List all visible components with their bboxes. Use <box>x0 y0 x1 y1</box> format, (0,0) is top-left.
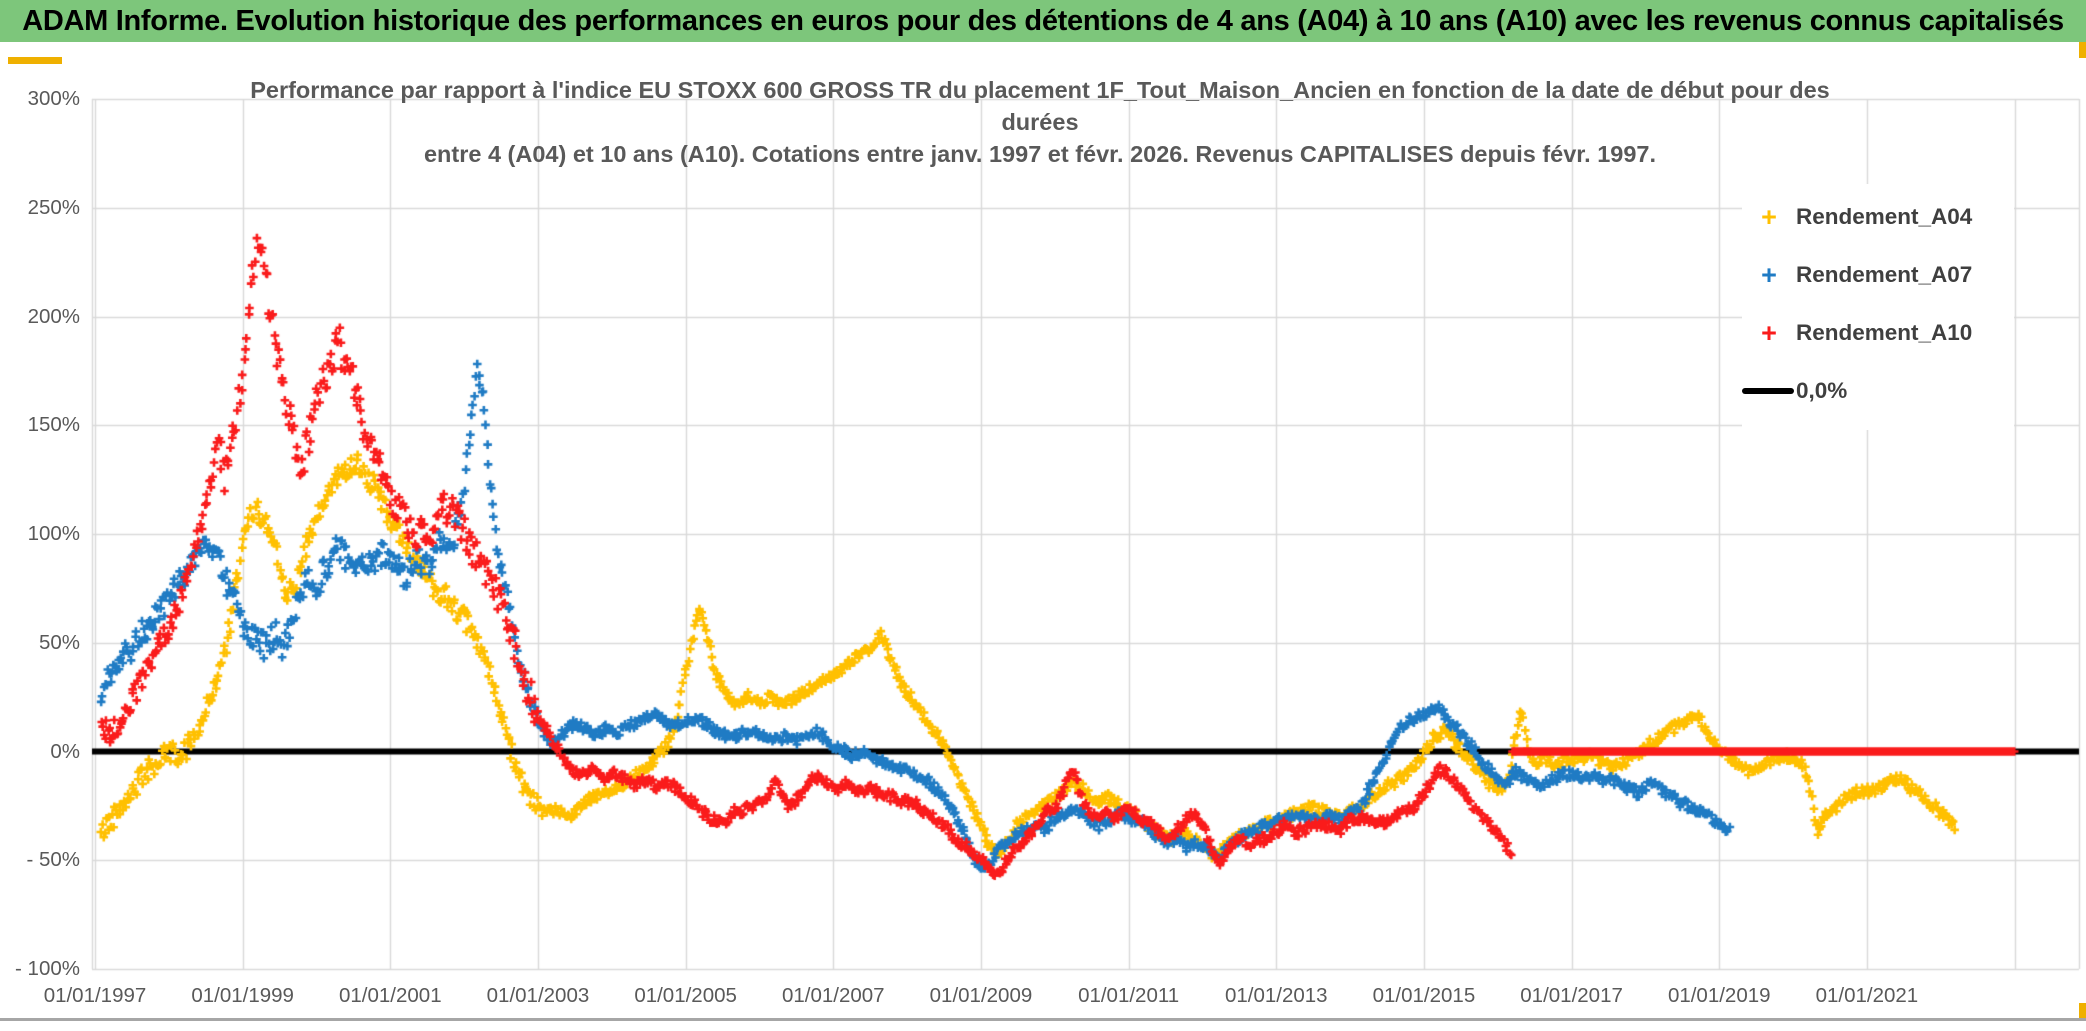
y-tick-label: 0% <box>50 739 80 763</box>
x-tick-label: 01/01/2021 <box>1815 984 1919 1007</box>
legend-label: Rendement_A04 <box>1796 204 1973 229</box>
bottom-rule <box>0 1018 2086 1021</box>
x-tick-label: 01/01/2017 <box>1520 984 1623 1007</box>
plus-marker-icon: + <box>1761 317 1777 348</box>
x-tick-label: 01/01/1999 <box>191 984 294 1007</box>
baseline-line-icon <box>1742 388 1794 394</box>
legend-item-baseline: 0,0% <box>1742 362 2014 420</box>
x-tick-label: 01/01/2003 <box>486 984 590 1007</box>
x-tick-label: 01/01/2001 <box>339 984 442 1007</box>
x-tick-label: 01/01/2019 <box>1667 984 1771 1007</box>
y-tick-label: 50% <box>38 630 80 654</box>
y-tick-label: 200% <box>27 304 80 328</box>
x-tick-label: 01/01/2007 <box>781 984 885 1007</box>
plus-marker-icon: + <box>1761 201 1777 232</box>
legend-item-a04: + Rendement_A04 <box>1742 188 2014 246</box>
y-tick-label: 100% <box>27 522 80 545</box>
chart-title-line-2: durées <box>1001 109 1079 135</box>
legend-label: Rendement_A07 <box>1796 262 1973 287</box>
x-tick-label: 01/01/2005 <box>634 984 737 1007</box>
chart-title: Performance par rapport à l'indice EU ST… <box>150 74 1930 170</box>
x-tick-label: 01/01/2013 <box>1224 984 1328 1007</box>
legend-label: 0,0% <box>1796 378 1848 403</box>
x-tick-label: 01/01/2015 <box>1372 984 1476 1007</box>
y-tick-label: - 100% <box>15 957 80 980</box>
plus-marker-icon: + <box>1761 259 1777 290</box>
legend-item-a10: + Rendement_A10 <box>1742 304 2014 362</box>
y-tick-label: - 50% <box>26 848 80 872</box>
x-tick-label: 01/01/2011 <box>1078 984 1180 1007</box>
legend: + Rendement_A04 + Rendement_A07 + Rendem… <box>1742 184 2014 430</box>
chart-title-line-3: entre 4 (A04) et 10 ans (A10). Cotations… <box>423 141 1657 167</box>
chart-title-line-1: Performance par rapport à l'indice EU ST… <box>250 77 1830 103</box>
y-tick-label: 250% <box>27 195 80 219</box>
legend-label: Rendement_A10 <box>1796 320 1973 345</box>
x-tick-label: 01/01/2009 <box>929 984 1033 1007</box>
legend-item-a07: + Rendement_A07 <box>1742 246 2014 304</box>
x-tick-label: 01/01/1997 <box>43 984 147 1007</box>
y-tick-label: 150% <box>27 413 80 437</box>
y-tick-label: 300% <box>27 87 80 110</box>
